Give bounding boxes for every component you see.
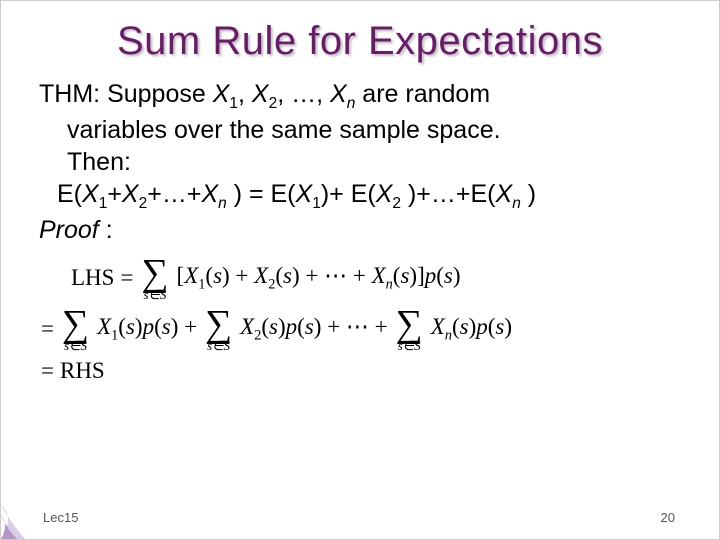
sigma-icon: ∑ bbox=[205, 307, 232, 341]
eq-row-1: LHS = ∑ s∈S [X1(s) + X2(s) + ⋯ + Xn(s)]p… bbox=[71, 256, 683, 301]
eq-row-3: = RHS bbox=[41, 358, 683, 384]
thm-line-1: THM: Suppose X1, X2, …, Xn are random bbox=[39, 78, 683, 114]
rhs: RHS bbox=[60, 358, 105, 384]
sigma-icon: ∑ bbox=[141, 256, 168, 290]
thm-1a: Suppose bbox=[107, 80, 213, 108]
term-2c: Xn(s)p(s) bbox=[431, 314, 512, 345]
term-2b: X2(s)p(s) + ⋯ + bbox=[240, 314, 387, 345]
theorem-block: THM: Suppose X1, X2, …, Xn are random va… bbox=[37, 78, 683, 246]
thm-equation: E(X1+X2+…+Xn ) = E(X1)+ E(X2 )+…+E(Xn ) bbox=[39, 178, 683, 214]
sigma-1: ∑ s∈S bbox=[141, 256, 168, 301]
proof-colon: : bbox=[99, 216, 113, 244]
sigma-icon: ∑ bbox=[62, 307, 89, 341]
sigma-sub: s∈S bbox=[144, 288, 167, 301]
eq-row-2: = ∑ s∈S X1(s)p(s) + ∑ s∈S X2(s)p(s) + ⋯ … bbox=[41, 307, 683, 352]
eq1-body: [X1(s) + X2(s) + ⋯ + Xn(s)]p(s) bbox=[177, 263, 461, 294]
var-X1: X1 bbox=[213, 80, 238, 108]
sigma-icon: ∑ bbox=[396, 307, 423, 341]
var-X2: X2 bbox=[252, 80, 277, 108]
sigma-sub: s∈S bbox=[398, 339, 421, 352]
thm-line-2: variables over the same sample space. bbox=[39, 114, 683, 146]
proof-label-line: Proof : bbox=[39, 214, 683, 246]
thm-line-3: Then: bbox=[39, 146, 683, 178]
proof-label: Proof bbox=[39, 216, 99, 244]
sigma-2b: ∑ s∈S bbox=[205, 307, 232, 352]
footer-lecture: Lec15 bbox=[43, 510, 78, 525]
thm-1b: are random bbox=[355, 80, 490, 108]
eq-sign-2: = bbox=[41, 316, 54, 342]
slide: Sum Rule for Expectations THM: Suppose X… bbox=[0, 0, 720, 540]
sigma-2a: ∑ s∈S bbox=[62, 307, 89, 352]
eq-sign: = bbox=[120, 265, 133, 291]
var-Xn: Xn bbox=[330, 80, 355, 108]
slide-title: Sum Rule for Expectations bbox=[37, 19, 683, 64]
thm-label: THM: bbox=[39, 80, 100, 108]
sigma-2c: ∑ s∈S bbox=[396, 307, 423, 352]
term-2a: X1(s)p(s) + bbox=[97, 314, 197, 345]
footer-page-number: 20 bbox=[661, 510, 675, 525]
proof-equations: LHS = ∑ s∈S [X1(s) + X2(s) + ⋯ + Xn(s)]p… bbox=[37, 256, 683, 384]
eq-sign-3: = bbox=[41, 358, 54, 384]
corner-accent-icon bbox=[1, 495, 45, 539]
sigma-sub: s∈S bbox=[64, 339, 87, 352]
sigma-sub: s∈S bbox=[207, 339, 230, 352]
lhs: LHS bbox=[71, 265, 114, 291]
